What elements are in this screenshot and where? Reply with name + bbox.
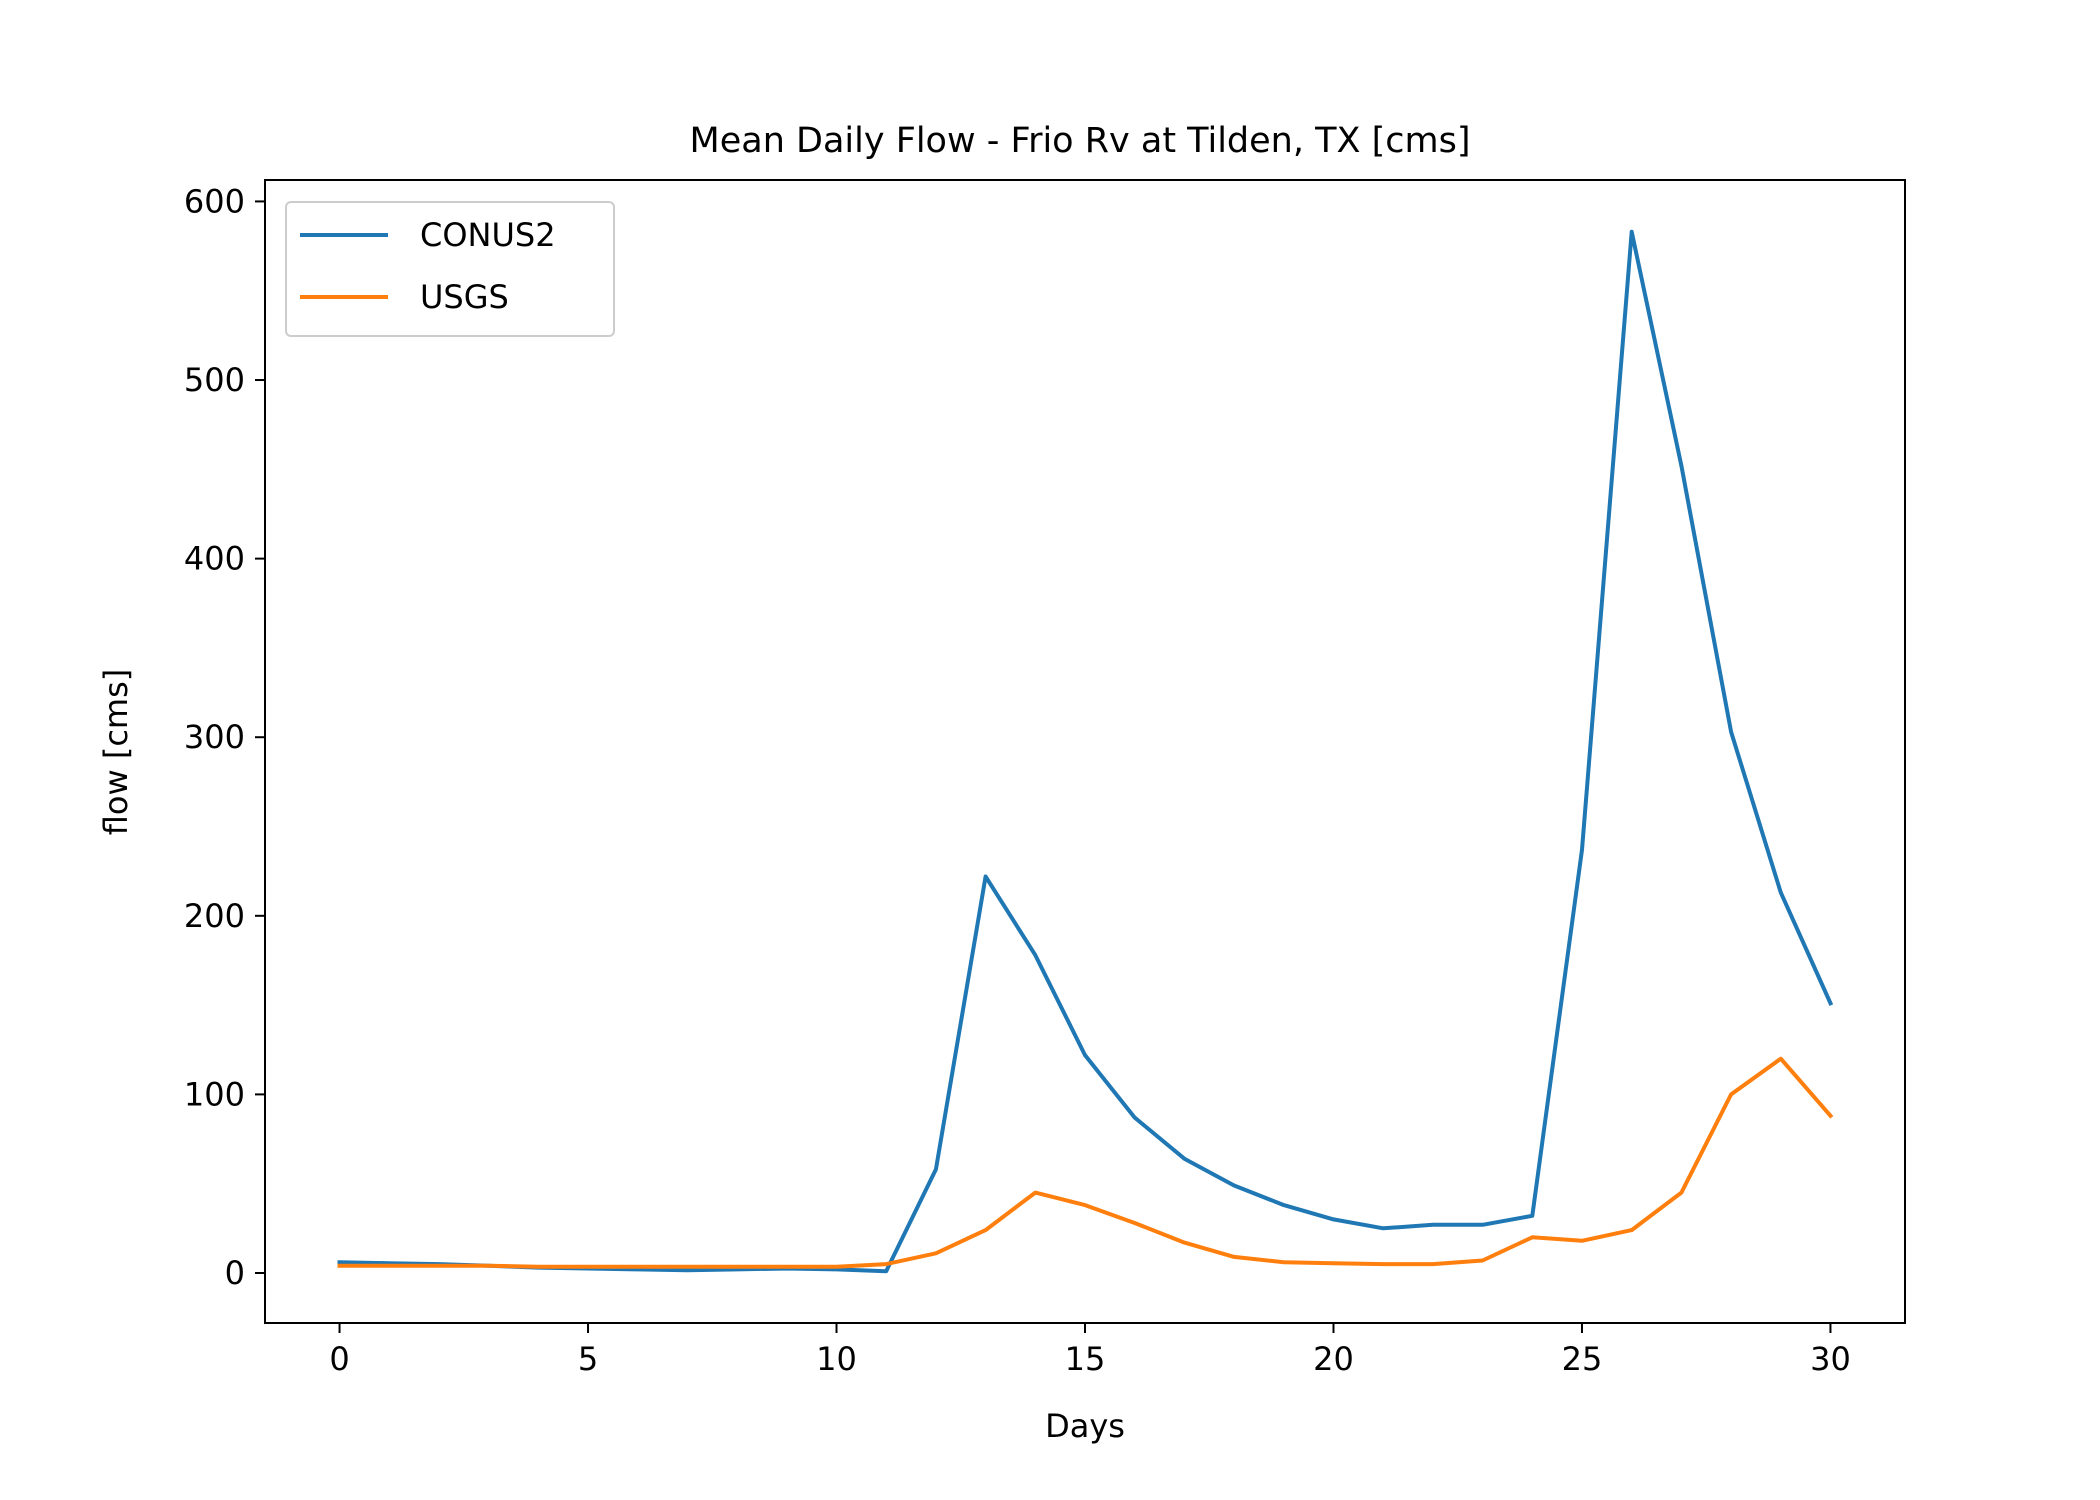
x-axis: 0 5 10 15 20 25 30 xyxy=(329,1323,1851,1378)
x-tick-label: 10 xyxy=(816,1340,857,1378)
y-tick-label: 200 xyxy=(184,897,245,935)
series-line-usgs xyxy=(337,1056,1834,1269)
x-tick-label: 5 xyxy=(578,1340,598,1378)
legend-label-usgs: USGS xyxy=(420,278,509,316)
y-tick-label: 500 xyxy=(184,361,245,399)
plot-area xyxy=(337,229,1834,1274)
y-tick-label: 400 xyxy=(184,540,245,578)
legend: CONUS2 USGS xyxy=(285,201,615,337)
y-tick-label: 0 xyxy=(225,1254,245,1292)
chart-title: Mean Daily Flow - Frio Rv at Tilden, TX … xyxy=(690,121,1471,161)
legend-label-conus2: CONUS2 xyxy=(420,216,556,254)
y-axis: 0 100 200 300 400 500 600 xyxy=(184,182,265,1292)
x-tick-label: 0 xyxy=(329,1340,349,1378)
x-tick-label: 15 xyxy=(1065,1340,1106,1378)
y-tick-label: 300 xyxy=(184,718,245,756)
x-tick-label: 20 xyxy=(1313,1340,1354,1378)
y-tick-label: 600 xyxy=(184,182,245,220)
x-tick-label: 30 xyxy=(1810,1340,1851,1378)
y-axis-label: flow [cms] xyxy=(97,669,135,835)
y-tick-label: 100 xyxy=(184,1075,245,1113)
x-axis-label: Days xyxy=(1045,1407,1125,1445)
x-tick-label: 25 xyxy=(1562,1340,1603,1378)
